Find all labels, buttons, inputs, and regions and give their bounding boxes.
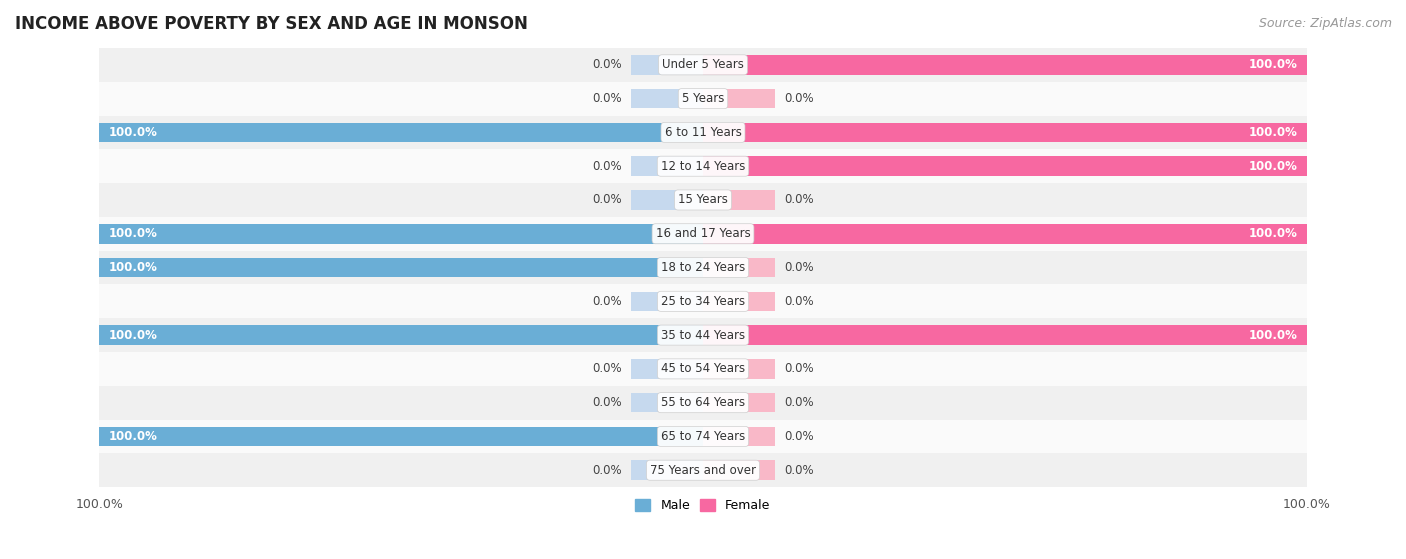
Text: 0.0%: 0.0% <box>785 430 814 443</box>
Bar <box>703 291 776 311</box>
Bar <box>630 461 703 480</box>
Bar <box>100 427 703 446</box>
Text: 65 to 74 Years: 65 to 74 Years <box>661 430 745 443</box>
Bar <box>703 224 1306 244</box>
Bar <box>703 55 1306 75</box>
Text: 100.0%: 100.0% <box>1249 58 1298 72</box>
Text: 0.0%: 0.0% <box>592 58 621 72</box>
Text: 0.0%: 0.0% <box>785 362 814 376</box>
Bar <box>100 258 703 277</box>
Text: 0.0%: 0.0% <box>592 193 621 206</box>
Bar <box>630 157 703 176</box>
Text: 15 Years: 15 Years <box>678 193 728 206</box>
Bar <box>703 190 776 210</box>
Bar <box>630 291 703 311</box>
Text: 100.0%: 100.0% <box>108 261 157 274</box>
Text: 5 Years: 5 Years <box>682 92 724 105</box>
Bar <box>100 420 1306 453</box>
Bar <box>100 48 1306 82</box>
Text: 100.0%: 100.0% <box>1249 126 1298 139</box>
Bar <box>630 359 703 378</box>
Text: 55 to 64 Years: 55 to 64 Years <box>661 396 745 409</box>
Text: 100.0%: 100.0% <box>108 430 157 443</box>
Bar <box>100 224 703 244</box>
Bar <box>100 453 1306 487</box>
Text: 0.0%: 0.0% <box>785 193 814 206</box>
Legend: Male, Female: Male, Female <box>630 494 776 518</box>
Bar <box>703 359 776 378</box>
Bar <box>100 183 1306 217</box>
Text: 100.0%: 100.0% <box>1249 228 1298 240</box>
Bar <box>703 461 776 480</box>
Text: Source: ZipAtlas.com: Source: ZipAtlas.com <box>1258 17 1392 30</box>
Bar <box>630 55 703 75</box>
Text: 35 to 44 Years: 35 to 44 Years <box>661 329 745 342</box>
Bar <box>100 318 1306 352</box>
Text: 16 and 17 Years: 16 and 17 Years <box>655 228 751 240</box>
Bar <box>703 122 1306 142</box>
Text: 0.0%: 0.0% <box>785 261 814 274</box>
Bar <box>100 386 1306 420</box>
Text: 0.0%: 0.0% <box>592 362 621 376</box>
Text: 75 Years and over: 75 Years and over <box>650 464 756 477</box>
Bar <box>703 89 776 108</box>
Bar <box>100 285 1306 318</box>
Text: 45 to 54 Years: 45 to 54 Years <box>661 362 745 376</box>
Bar <box>100 122 703 142</box>
Bar <box>630 393 703 413</box>
Text: 18 to 24 Years: 18 to 24 Years <box>661 261 745 274</box>
Text: 100.0%: 100.0% <box>1249 329 1298 342</box>
Text: 0.0%: 0.0% <box>592 295 621 308</box>
Text: 100.0%: 100.0% <box>108 228 157 240</box>
Text: 6 to 11 Years: 6 to 11 Years <box>665 126 741 139</box>
Text: 100.0%: 100.0% <box>1249 160 1298 173</box>
Bar <box>703 393 776 413</box>
Text: 100.0%: 100.0% <box>108 126 157 139</box>
Bar <box>630 89 703 108</box>
Bar <box>703 427 776 446</box>
Text: INCOME ABOVE POVERTY BY SEX AND AGE IN MONSON: INCOME ABOVE POVERTY BY SEX AND AGE IN M… <box>15 15 527 33</box>
Text: 12 to 14 Years: 12 to 14 Years <box>661 160 745 173</box>
Bar <box>703 258 776 277</box>
Text: 0.0%: 0.0% <box>592 464 621 477</box>
Bar <box>100 149 1306 183</box>
Text: 0.0%: 0.0% <box>592 396 621 409</box>
Bar <box>703 325 1306 345</box>
Text: Under 5 Years: Under 5 Years <box>662 58 744 72</box>
Text: 25 to 34 Years: 25 to 34 Years <box>661 295 745 308</box>
Bar <box>100 82 1306 116</box>
Bar <box>100 116 1306 149</box>
Bar <box>100 325 703 345</box>
Text: 0.0%: 0.0% <box>592 160 621 173</box>
Bar <box>100 352 1306 386</box>
Bar <box>100 250 1306 285</box>
Text: 100.0%: 100.0% <box>108 329 157 342</box>
Bar <box>100 217 1306 250</box>
Text: 0.0%: 0.0% <box>785 295 814 308</box>
Bar <box>703 157 1306 176</box>
Text: 0.0%: 0.0% <box>592 92 621 105</box>
Text: 0.0%: 0.0% <box>785 464 814 477</box>
Text: 0.0%: 0.0% <box>785 396 814 409</box>
Bar <box>630 190 703 210</box>
Text: 0.0%: 0.0% <box>785 92 814 105</box>
